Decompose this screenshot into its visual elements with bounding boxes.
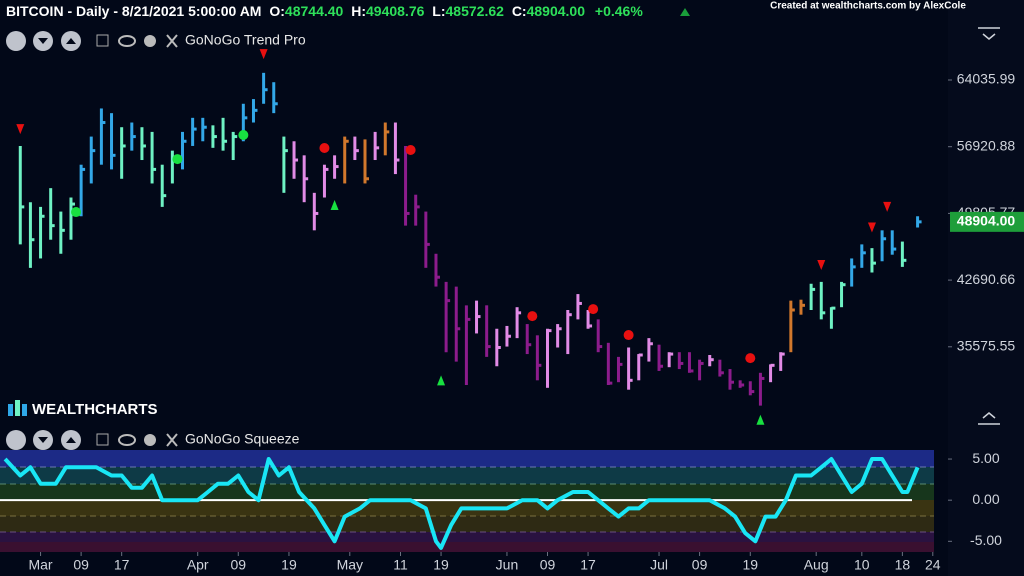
y-tick-label: 42690.66 xyxy=(957,271,1016,287)
minimize-button[interactable] xyxy=(96,433,109,446)
up-arrow xyxy=(680,8,690,16)
ohlc-value: 48904.00 xyxy=(527,3,586,19)
x-tick-label: 19 xyxy=(281,557,297,573)
expand-icon[interactable] xyxy=(978,412,1000,425)
ohlc-label: H: xyxy=(351,3,366,19)
header-line: BITCOIN - Daily - 8/21/2021 5:00:00 AM O… xyxy=(6,3,643,19)
signal-dot xyxy=(623,330,634,341)
ohlc-value: 48744.40 xyxy=(285,3,344,19)
y-tick-label: 56920.88 xyxy=(957,137,1016,153)
close-button[interactable] xyxy=(166,433,178,447)
signal-dot xyxy=(238,129,249,140)
x-tick-label: 17 xyxy=(580,557,596,573)
logo-text: WEALTHCHARTS xyxy=(32,401,158,418)
minimize-button[interactable] xyxy=(96,34,109,47)
visibility-button[interactable] xyxy=(118,35,136,47)
signal-down xyxy=(883,201,892,212)
visibility-button[interactable] xyxy=(118,434,136,446)
y-tick-label: 0.00 xyxy=(972,491,999,507)
signal-up xyxy=(756,414,765,425)
collapse-icon[interactable] xyxy=(978,27,1000,40)
signal-down xyxy=(867,222,876,233)
signal-dot xyxy=(745,353,756,364)
x-tick-label: 19 xyxy=(742,557,758,573)
header-title: BITCOIN - Daily - 8/21/2021 5:00:00 AM xyxy=(6,3,261,19)
ohlc-value: 48572.62 xyxy=(446,3,505,19)
y-tick-label: -5.00 xyxy=(970,532,1002,548)
ohlc-label: C: xyxy=(512,3,527,19)
x-tick-label: 18 xyxy=(895,557,911,573)
settings-button[interactable] xyxy=(144,35,156,47)
squeeze-line xyxy=(3,457,920,550)
x-tick-label: Apr xyxy=(187,557,209,573)
signal-dot xyxy=(71,207,82,218)
indicator-title: GoNoGo Trend Pro xyxy=(185,32,306,48)
x-tick-label: 17 xyxy=(114,557,130,573)
y-tick-label: 64035.99 xyxy=(957,71,1016,87)
signal-up xyxy=(330,200,339,211)
band xyxy=(0,450,934,467)
signal-dot xyxy=(588,304,599,315)
ohlc-value: 49408.76 xyxy=(366,3,425,19)
move-button[interactable] xyxy=(6,430,26,450)
x-tick-label: Mar xyxy=(28,557,52,573)
band xyxy=(0,542,934,552)
change: +0.46% xyxy=(595,3,643,19)
signal-dot xyxy=(172,154,183,165)
ohlc-label: L: xyxy=(432,3,445,19)
signal-dot xyxy=(319,143,330,154)
signal-down xyxy=(259,49,268,60)
x-tick-label: Jul xyxy=(650,557,668,573)
credit: Created at wealthcharts.com by AlexCole xyxy=(770,1,966,12)
x-tick-label: May xyxy=(337,557,363,573)
x-tick-label: 09 xyxy=(540,557,556,573)
settings-button[interactable] xyxy=(144,434,156,446)
x-tick-label: 09 xyxy=(73,557,89,573)
band xyxy=(0,484,934,500)
x-tick-label: Jun xyxy=(496,557,519,573)
x-tick-label: 19 xyxy=(433,557,449,573)
x-tick-label: 10 xyxy=(854,557,870,573)
band xyxy=(0,516,934,532)
close-button[interactable] xyxy=(166,34,178,48)
toolbar-2: GoNoGo Squeeze xyxy=(6,430,300,450)
signal-down xyxy=(16,124,25,135)
y-tick-label: 5.00 xyxy=(972,450,999,466)
signal-dot xyxy=(527,311,538,322)
x-tick-label: 09 xyxy=(692,557,708,573)
y-tick-label: 35575.55 xyxy=(957,338,1016,354)
signal-dot xyxy=(405,144,416,155)
indicator-title: GoNoGo Squeeze xyxy=(185,431,300,447)
signal-down xyxy=(817,260,826,271)
x-tick-label: Aug xyxy=(804,557,829,573)
band xyxy=(0,532,934,542)
last-price-box xyxy=(950,211,1024,232)
ohlc-label: O: xyxy=(269,3,285,19)
x-tick-label: 11 xyxy=(393,557,408,573)
logo: WEALTHCHARTS xyxy=(8,400,158,418)
signal-up xyxy=(437,375,446,386)
axis-panel xyxy=(948,0,1024,576)
move-button[interactable] xyxy=(6,31,26,51)
last-price-label: 48904.00 xyxy=(957,213,1016,229)
toolbar-1: GoNoGo Trend Pro xyxy=(6,31,306,51)
x-tick-label: 24 xyxy=(925,557,941,573)
x-tick-label: 09 xyxy=(230,557,246,573)
